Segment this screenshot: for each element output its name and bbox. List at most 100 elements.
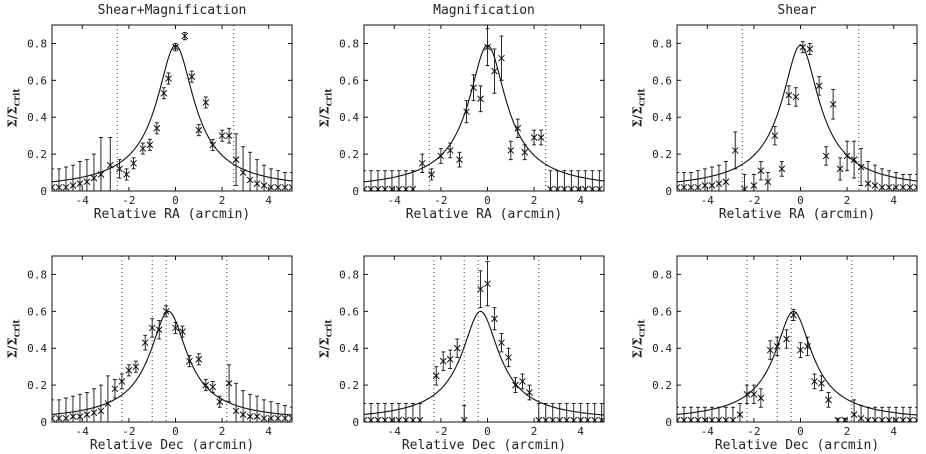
data-point [104,375,112,422]
data-point [519,373,526,390]
data-point [288,172,292,191]
data-point [432,366,440,386]
x-axis-label: Relative Dec (arcmin) [714,438,880,453]
data-point [446,349,454,369]
x-tick-label: -4 [701,194,715,207]
plot-frame [51,255,293,423]
x-tick-label: 0 [484,194,491,207]
data-point [677,172,681,191]
data-point [899,406,907,422]
data-point [757,388,765,408]
data-point [52,168,56,191]
panel-title: Magnification [433,3,535,18]
data-point [864,161,872,191]
data-point [834,416,842,422]
data-point [512,377,519,393]
data-point [246,151,254,191]
y-tick-label: 0 [665,416,672,429]
data-point [736,403,744,422]
data-point [381,403,389,422]
data-point [239,390,247,422]
data-point [132,360,140,373]
x-tick-label: 2 [844,425,851,438]
data-point [130,157,137,170]
y-tick-label: 0.4 [27,111,47,124]
model-curve [52,310,292,416]
data-point [708,406,716,422]
x-tick-label: 2 [531,194,538,207]
data-point [83,159,91,191]
data-point [395,403,403,422]
data-point [209,380,217,393]
data-point [757,161,765,181]
x-tick-label: -4 [701,425,715,438]
data-point [885,170,893,191]
data-point [588,170,596,191]
data-point [437,148,445,164]
data-point [825,392,832,408]
data-point [402,403,410,422]
data-point [456,151,463,168]
data-point [549,403,557,422]
data-point [202,379,210,392]
data-point [582,170,589,191]
data-point [186,355,193,368]
y-tick-label: 0.4 [27,342,47,355]
data-point [409,403,417,422]
data-point [542,403,550,422]
data-point [139,142,147,155]
data-point [453,338,461,358]
data-point [195,353,203,366]
plot-frame [676,24,918,192]
data-point [491,48,498,94]
data-point [530,129,538,146]
data-point [470,74,477,102]
data-point [811,373,818,390]
y-axis-label: Σ/Σcrit [317,319,335,359]
data-point [790,309,797,322]
data-point [871,164,879,191]
y-tick-label: 0.6 [339,74,359,87]
data-point [537,129,545,146]
data-point [364,403,368,422]
data-point [764,172,772,191]
data-point [260,399,268,422]
y-tick-label: 0.8 [27,268,47,281]
data-point [783,329,790,349]
data-point [815,76,823,96]
x-tick-label: -4 [76,425,90,438]
data-point [274,170,282,191]
data-point [274,403,282,422]
data-point [771,125,779,146]
y-tick-label: 0 [352,416,359,429]
data-point [418,153,426,174]
data-point [202,96,210,109]
data-point [52,399,56,422]
x-tick-label: -2 [747,425,760,438]
data-point [850,140,858,179]
y-tick-label: 0.6 [652,305,672,318]
data-point [484,261,491,307]
data-point [570,403,578,422]
y-tick-label: 0.4 [652,342,672,355]
data-point [505,347,512,368]
y-tick-label: 0.8 [27,37,47,50]
panel-title: Shear+Magnification [97,3,247,18]
y-tick-label: 0.4 [339,342,359,355]
x-tick-label: -2 [122,425,135,438]
y-tick-label: 0 [40,416,47,429]
data-point [857,148,865,186]
data-point [507,140,515,161]
data-point [843,140,851,172]
data-point [69,395,77,422]
data-point [731,131,739,170]
data-point [773,336,781,357]
data-point [209,138,217,151]
y-tick-label: 0.2 [27,379,47,392]
data-point [743,384,751,405]
data-point [374,403,382,422]
data-point [561,170,568,191]
y-axis-label: Σ/Σcrit [5,319,23,359]
data-point [460,404,468,422]
